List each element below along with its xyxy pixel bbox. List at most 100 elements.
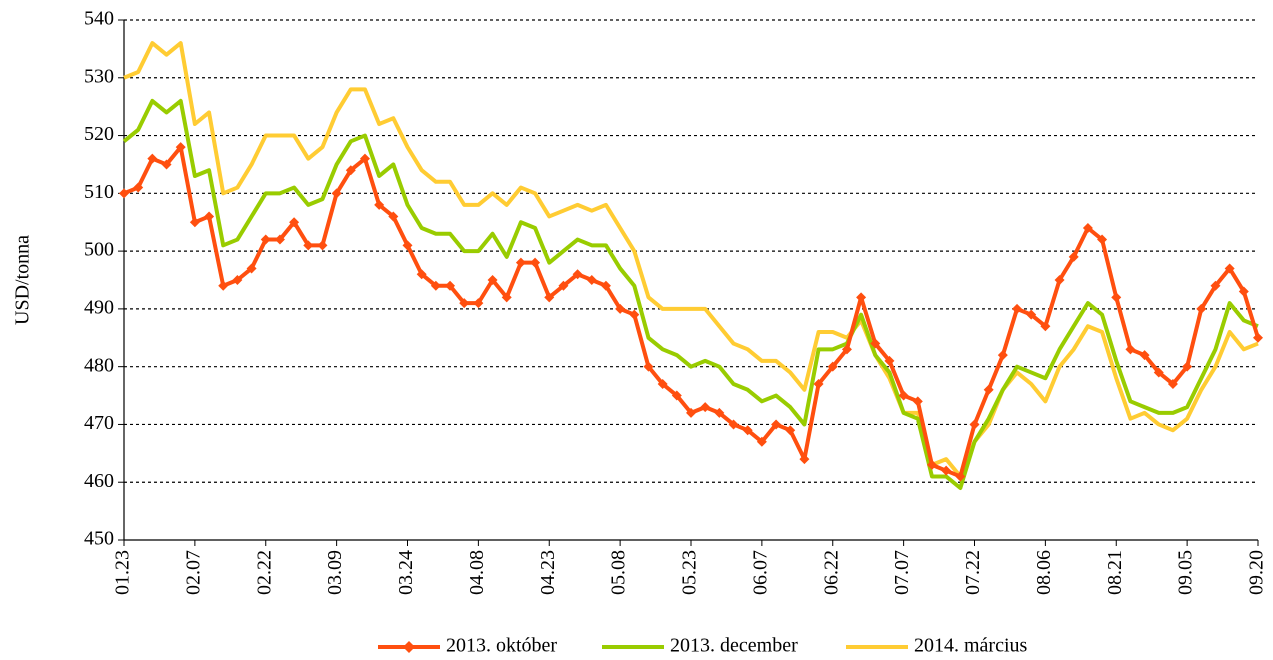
marker xyxy=(1012,303,1023,314)
x-tick-label: 08.06 xyxy=(1033,550,1055,595)
marker xyxy=(232,275,243,285)
marker xyxy=(445,280,456,291)
legend-marker xyxy=(403,641,415,653)
marker xyxy=(473,298,484,309)
marker xyxy=(260,234,271,245)
y-tick-label: 450 xyxy=(84,528,114,550)
marker xyxy=(303,240,314,251)
marker xyxy=(1068,251,1079,262)
x-tick-label: 07.22 xyxy=(962,550,984,595)
x-tick-label: 06.07 xyxy=(749,550,771,595)
marker xyxy=(884,355,895,366)
x-tick-label: 02.22 xyxy=(253,550,275,595)
marker xyxy=(487,275,498,285)
marker xyxy=(1054,275,1065,285)
marker xyxy=(147,153,158,164)
marker xyxy=(1026,309,1037,320)
marker xyxy=(926,459,937,470)
marker xyxy=(133,182,144,193)
marker xyxy=(700,402,711,413)
x-tick-label: 08.21 xyxy=(1104,550,1126,595)
marker xyxy=(1196,303,1207,314)
marker xyxy=(161,159,172,170)
marker xyxy=(515,257,526,268)
marker xyxy=(345,165,356,176)
marker xyxy=(402,240,413,251)
marker xyxy=(912,396,923,407)
marker xyxy=(1139,350,1150,361)
x-tick-label: 07.07 xyxy=(891,550,913,595)
marker xyxy=(714,407,725,418)
legend-label: 2014. március xyxy=(914,635,1028,657)
series-line xyxy=(122,98,1259,490)
x-tick-label: 04.08 xyxy=(466,550,488,595)
y-axis-label: USD/tonna xyxy=(12,235,34,325)
marker xyxy=(558,280,569,291)
marker xyxy=(856,292,867,303)
y-tick-label: 530 xyxy=(84,65,114,87)
marker xyxy=(1224,263,1235,274)
marker xyxy=(983,384,994,395)
marker xyxy=(1111,292,1122,303)
x-tick-label: 01.23 xyxy=(112,550,134,595)
marker xyxy=(799,454,810,465)
marker xyxy=(756,436,767,447)
marker xyxy=(586,275,597,285)
legend-label: 2013. december xyxy=(670,635,798,657)
marker xyxy=(189,217,200,228)
marker xyxy=(1253,332,1263,343)
marker xyxy=(841,344,852,355)
marker xyxy=(416,269,427,280)
y-tick-label: 520 xyxy=(84,123,114,145)
y-tick-label: 490 xyxy=(84,296,114,318)
series-line xyxy=(123,145,1260,479)
marker xyxy=(1082,223,1093,233)
marker xyxy=(289,217,300,228)
y-tick-label: 500 xyxy=(84,239,114,261)
marker xyxy=(1040,321,1051,332)
y-tick-label: 460 xyxy=(84,470,114,492)
marker xyxy=(374,199,385,210)
marker xyxy=(643,361,654,372)
marker xyxy=(813,379,824,389)
marker xyxy=(629,309,640,320)
marker xyxy=(331,188,342,199)
marker xyxy=(728,419,739,430)
marker xyxy=(1153,367,1164,378)
marker xyxy=(827,361,838,372)
y-tick-label: 540 xyxy=(84,8,114,30)
marker xyxy=(204,211,215,222)
marker xyxy=(941,465,952,476)
x-tick-label: 04.23 xyxy=(537,550,559,595)
marker xyxy=(388,211,399,222)
marker xyxy=(544,292,555,303)
marker xyxy=(119,188,129,199)
marker xyxy=(359,153,370,164)
x-tick-label: 06.22 xyxy=(820,550,842,595)
x-tick-label: 03.09 xyxy=(324,550,346,595)
marker xyxy=(870,338,881,349)
y-tick-label: 480 xyxy=(84,354,114,376)
marker xyxy=(1210,280,1221,291)
marker xyxy=(1125,344,1136,355)
x-tick-label: 09.05 xyxy=(1175,550,1197,595)
y-tick-label: 510 xyxy=(84,181,114,203)
marker xyxy=(1097,234,1108,245)
marker xyxy=(600,280,611,291)
marker xyxy=(771,419,782,430)
marker xyxy=(671,390,682,401)
marker xyxy=(969,419,980,430)
marker xyxy=(1238,286,1249,297)
marker xyxy=(898,390,909,401)
marker xyxy=(175,142,186,153)
marker xyxy=(1182,361,1193,372)
marker xyxy=(274,234,285,245)
marker xyxy=(430,280,441,291)
marker xyxy=(657,379,668,389)
marker xyxy=(615,303,626,314)
y-tick-label: 470 xyxy=(84,412,114,434)
marker xyxy=(459,298,470,309)
x-tick-label: 05.23 xyxy=(679,550,701,595)
legend-label: 2013. október xyxy=(446,635,557,657)
